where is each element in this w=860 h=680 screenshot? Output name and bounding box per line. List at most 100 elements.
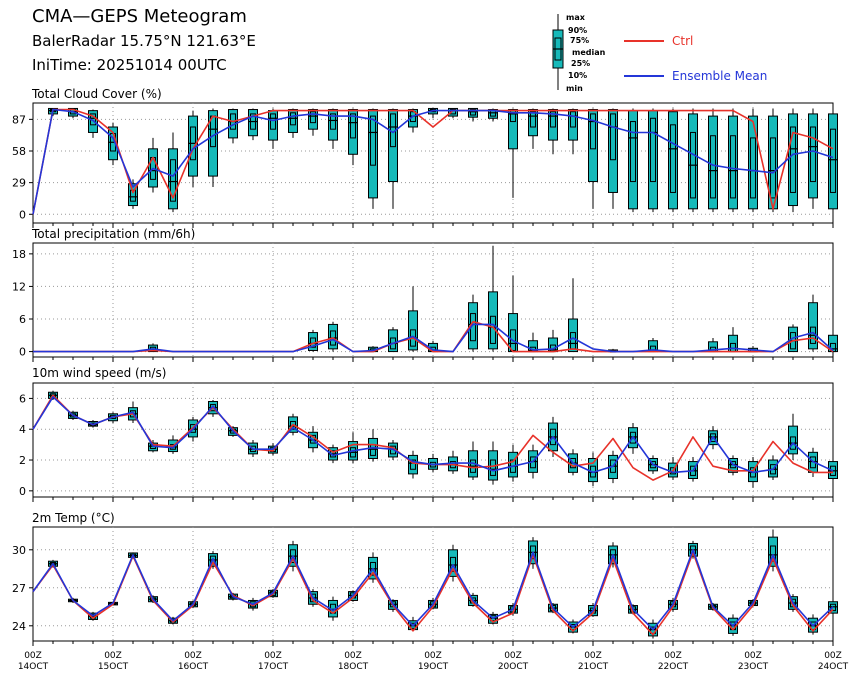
x-tick-hour: 00Z	[24, 651, 42, 661]
x-tick-hour: 00Z	[344, 651, 362, 661]
x-tick-date: 24OCT	[818, 662, 849, 672]
legend-p75-label: 75%	[570, 36, 589, 45]
wind-box-228	[788, 413, 798, 461]
precip-ytick-label: 0	[19, 346, 26, 359]
x-tick-hour: 00Z	[504, 651, 522, 661]
cloud-box-inner	[330, 113, 336, 130]
cloud-box-42	[168, 132, 178, 213]
cloud-ytick-label: 0	[19, 208, 26, 221]
init-time: IniTime: 20251014 00UTC	[32, 56, 227, 74]
temp-panel-title: 2m Temp (°C)	[32, 511, 115, 525]
legend-median-label: median	[572, 48, 606, 57]
cloud-ytick-label: 87	[12, 113, 26, 126]
precip-ytick-label: 12	[12, 280, 26, 293]
cloud-box-inner	[550, 111, 556, 128]
precip-box-234	[808, 294, 818, 352]
x-tick-date: 23OCT	[738, 662, 769, 672]
temp-ytick-label: 24	[12, 620, 26, 633]
legend-max-label: max	[566, 13, 586, 22]
cloud-box-inner	[570, 111, 576, 128]
cloud-box-156	[548, 108, 558, 155]
cloud-box-150	[528, 108, 538, 149]
cloud-box-inner	[750, 137, 756, 199]
cloud-box-inner	[530, 111, 536, 128]
x-tick-date: 16OCT	[178, 662, 209, 672]
cloud-box-inner	[350, 113, 356, 139]
legend-ctrl-label: Ctrl	[672, 34, 693, 48]
cloud-box-inner	[730, 135, 736, 199]
wind-box-222	[768, 455, 778, 481]
wind-ytick-label: 6	[19, 392, 26, 405]
cloud-box-inner	[210, 115, 216, 148]
x-tick-date: 19OCT	[418, 662, 449, 672]
cloud-box-84	[308, 108, 318, 136]
cloud-box-inner	[770, 137, 776, 199]
temp-box-222	[768, 529, 778, 572]
legend: max 90% 75% median 25% 10% min Ctrl Ense…	[552, 13, 767, 93]
precip-box-outer	[808, 302, 818, 350]
wind-panel: 0 2 4 6	[19, 382, 838, 502]
cloud-box-102	[368, 108, 378, 209]
precip-box-108	[388, 327, 398, 353]
wind-mean-line	[32, 396, 834, 474]
cloud-box-180	[628, 108, 638, 213]
cloud-box-inner	[650, 117, 656, 183]
legend-p10-label: 10%	[568, 71, 587, 80]
cloud-box-outer	[508, 109, 518, 150]
cloud-box-216	[748, 108, 758, 213]
cloud-ytick-label: 58	[12, 145, 26, 158]
precip-box-84	[308, 329, 318, 352]
wind-box-132	[468, 441, 478, 481]
cloud-box-inner	[170, 159, 176, 202]
x-tick-hour: 00Z	[664, 651, 682, 661]
wind-box-114	[408, 450, 418, 479]
x-tick-date: 20OCT	[498, 662, 529, 672]
temp-box-inner	[770, 545, 776, 562]
x-tick-hour: 00Z	[104, 651, 122, 661]
wind-box-inner	[490, 459, 496, 476]
precip-panel: 0 6 12 18	[12, 242, 838, 362]
cloud-box-inner	[310, 111, 316, 124]
precip-mean-line	[33, 323, 834, 353]
wind-box-96	[348, 432, 358, 464]
cloud-box-inner	[670, 124, 676, 193]
wind-box-180	[628, 423, 638, 454]
x-tick-hour: 00Z	[744, 651, 762, 661]
x-tick-date: 18OCT	[338, 662, 369, 672]
precip-box-inner	[570, 332, 576, 350]
temp-panel: 24 27 30	[12, 526, 838, 646]
x-tick-date: 17OCT	[258, 662, 289, 672]
precip-box-162	[568, 278, 578, 353]
x-tick-hour: 00Z	[584, 651, 602, 661]
x-tick-hour: 00Z	[184, 651, 202, 661]
precip-box-240	[828, 291, 838, 353]
precip-box-90	[328, 321, 338, 352]
x-tick-hour: 00Z	[824, 651, 842, 661]
cloud-box-114	[408, 108, 418, 133]
precip-box-114	[408, 286, 418, 352]
cloud-ctrl-line	[32, 108, 834, 215]
legend-mean-label: Ensemble Mean	[672, 69, 767, 83]
wind-panel-title: 10m wind speed (m/s)	[32, 366, 166, 380]
cloud-box-inner	[610, 113, 616, 161]
cloud-box-inner	[590, 113, 596, 150]
precip-ytick-label: 18	[12, 248, 26, 261]
wind-ytick-label: 2	[19, 454, 26, 467]
cloud-ytick-label: 29	[12, 177, 26, 190]
cloud-box-240	[828, 108, 838, 213]
precip-box-138	[488, 245, 498, 352]
cloud-box-162	[568, 108, 578, 155]
temp-ctrl-line	[32, 551, 834, 636]
x-axis: 00Z14OCT00Z15OCT00Z16OCT00Z17OCT00Z18OCT…	[18, 651, 849, 672]
legend-min-label: min	[566, 84, 583, 93]
cloud-box-inner	[810, 126, 816, 183]
cloud-box-204	[708, 108, 718, 213]
cloud-box-78	[288, 108, 298, 138]
cloud-box-168	[588, 108, 598, 209]
cloud-box-192	[668, 108, 678, 213]
cloud-box-66	[248, 108, 258, 141]
temp-ytick-label: 27	[12, 582, 26, 595]
cloud-box-inner	[270, 113, 276, 130]
cloud-box-inner	[370, 115, 376, 166]
